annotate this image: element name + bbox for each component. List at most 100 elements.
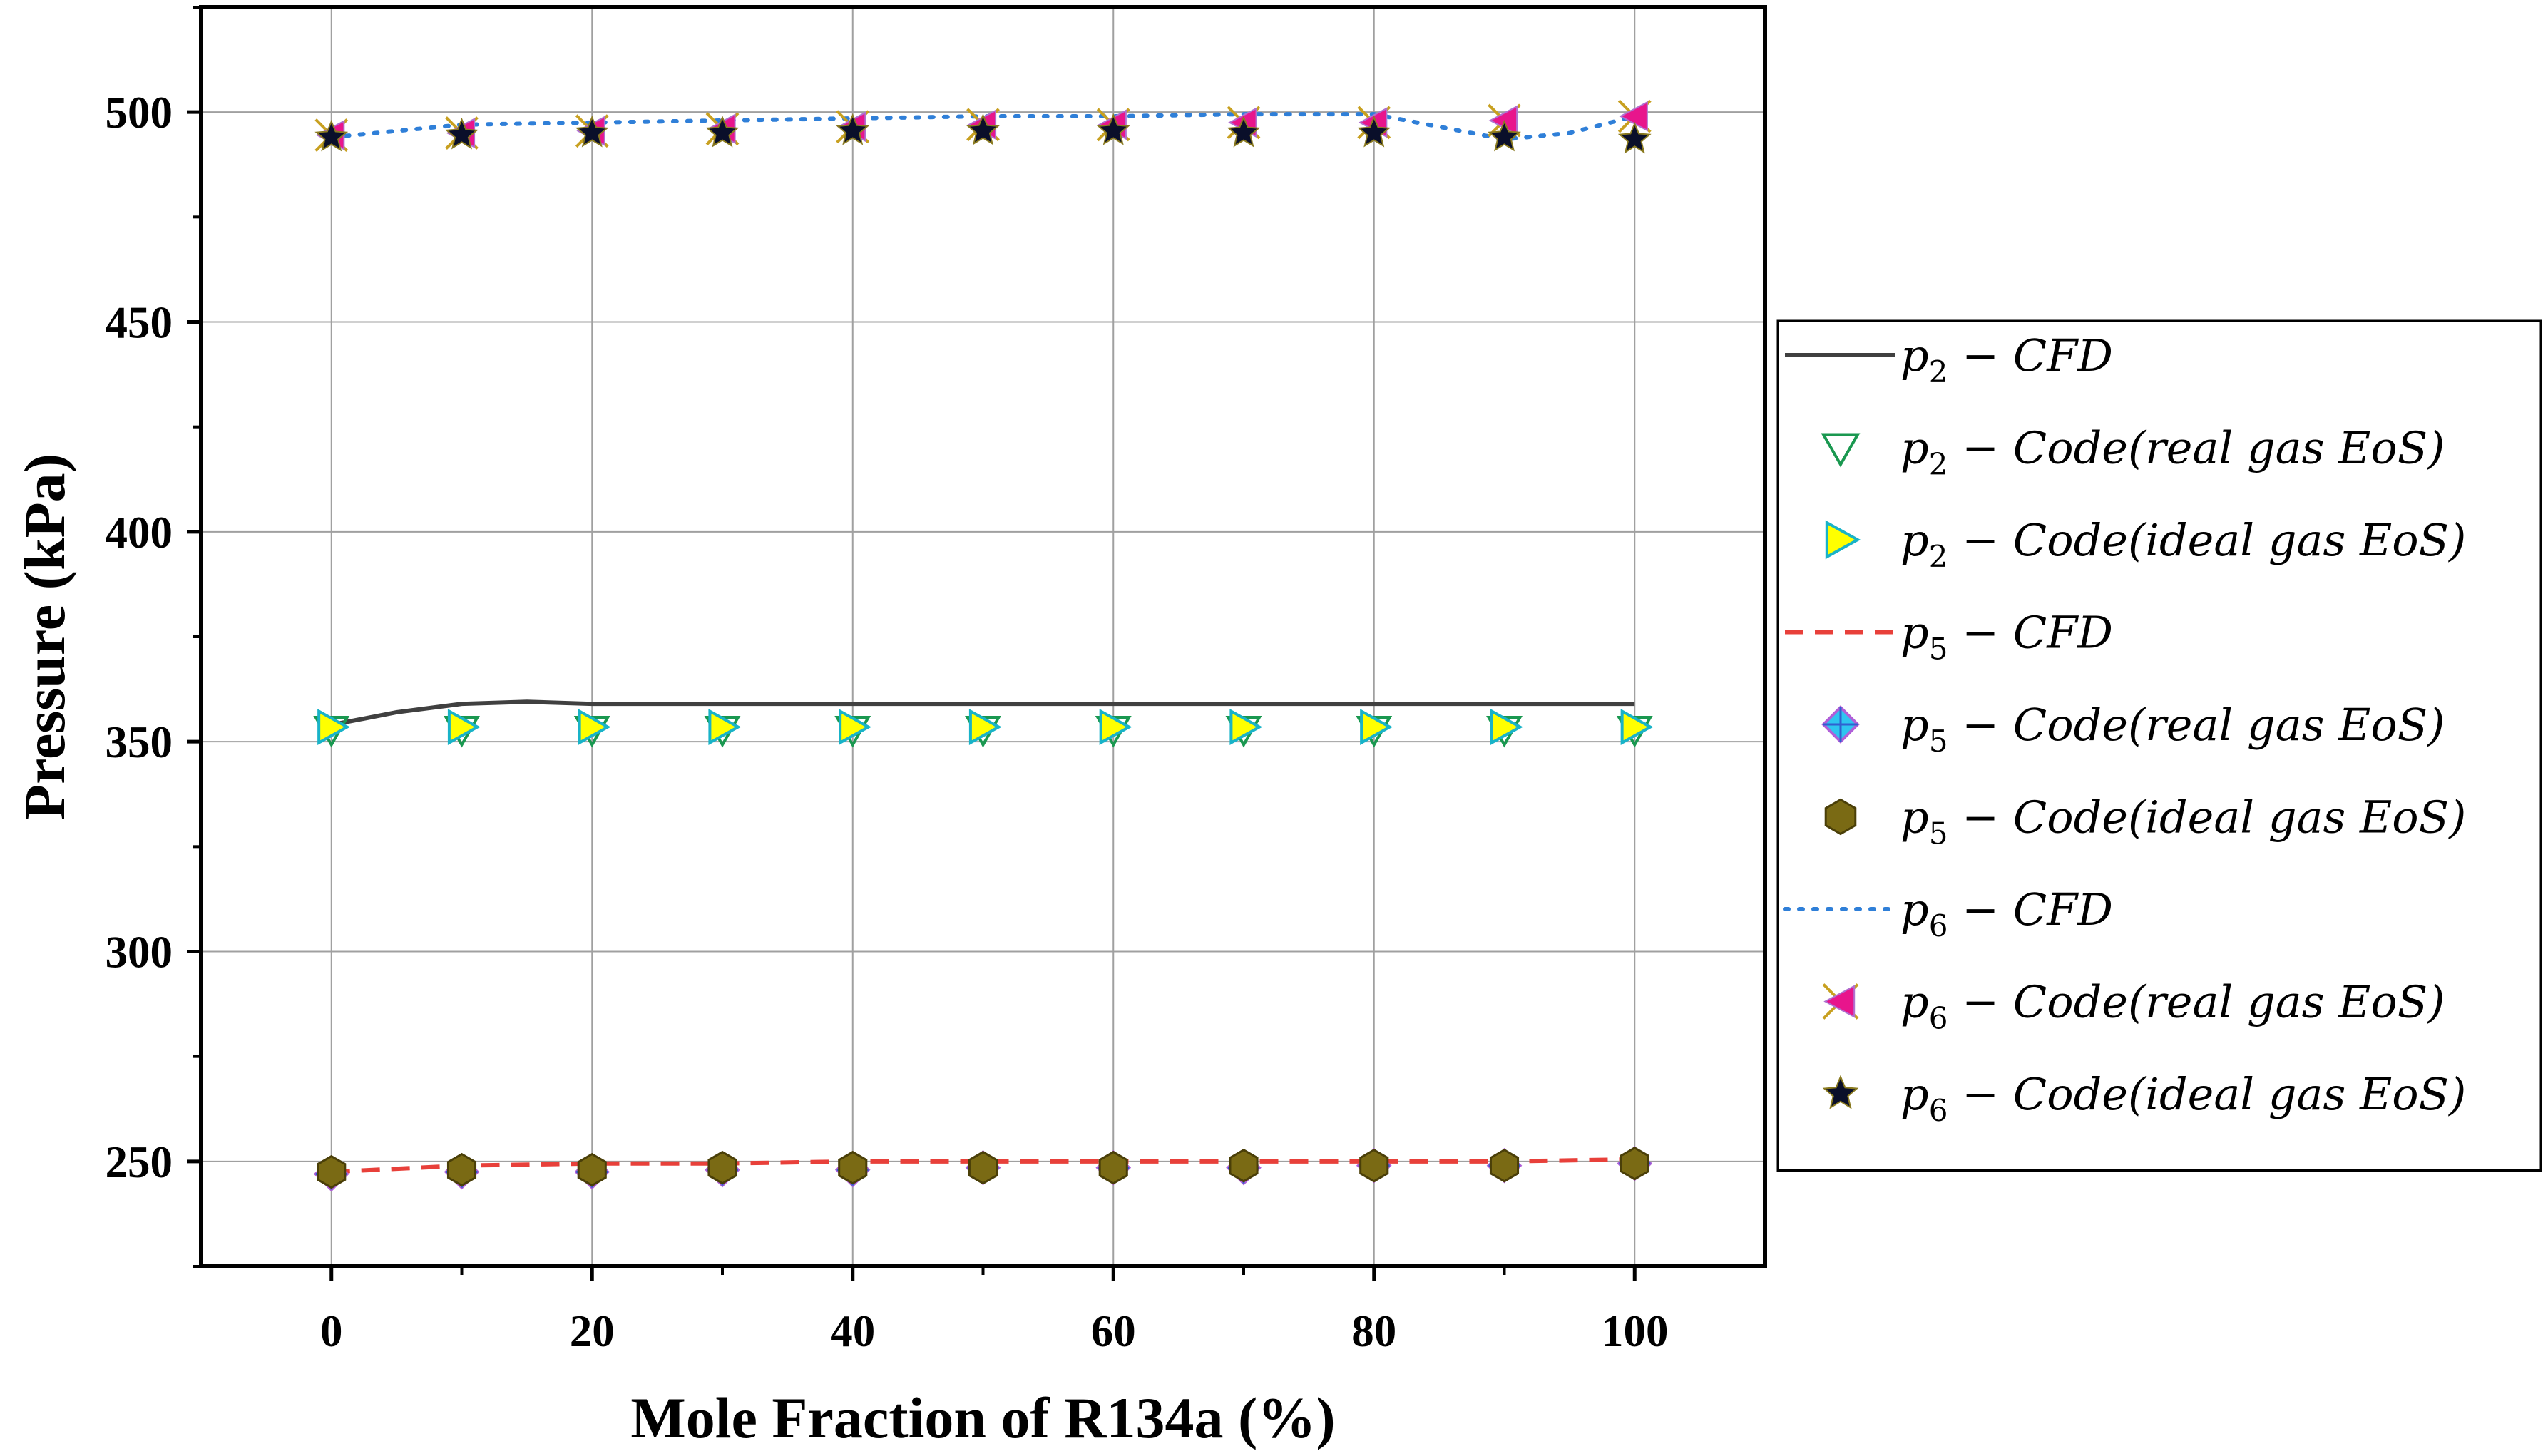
- legend-label: p5 − Code(real gas EoS): [1900, 699, 2445, 759]
- data-point: [1617, 121, 1652, 154]
- data-point: [1229, 1148, 1259, 1183]
- y-tick-label: 300: [106, 928, 173, 978]
- grid: [201, 7, 1765, 1266]
- legend-label-subscript: 5: [1929, 724, 1948, 759]
- legend-label-text: − Code(real gas EoS): [1948, 422, 2445, 474]
- y-axis-title: Pressure (kPa): [12, 453, 77, 820]
- data-point: [575, 115, 609, 148]
- data-point: [1620, 709, 1654, 745]
- axes: 0 20 40 60 80 100 250 300 350 400 450 500: [106, 6, 1669, 1356]
- legend-label: p2 − Code(ideal gas EoS): [1900, 514, 2466, 574]
- data-point: [707, 1150, 737, 1185]
- data-point: [1617, 99, 1652, 133]
- legend-label: p6 − Code(ideal gas EoS): [1900, 1068, 2466, 1128]
- legend-label-text: − Code(ideal gas EoS): [1948, 514, 2466, 566]
- legend-entry: p2 − CFD: [1785, 329, 2113, 389]
- legend-entry: p5 − CFD: [1785, 607, 2113, 667]
- legend-marker-swatch: [1825, 520, 1861, 560]
- legend-marker-swatch: [1824, 798, 1857, 836]
- data-point: [1488, 119, 1521, 152]
- legend-label-symbol: p: [1900, 1068, 1929, 1120]
- legend-label-text: − Code(ideal gas EoS): [1948, 791, 2466, 844]
- data-point: [314, 119, 349, 152]
- data-point: [577, 1152, 607, 1187]
- legend-label: p5 − Code(ideal gas EoS): [1900, 791, 2466, 851]
- legend-box: [1776, 319, 2542, 1172]
- x-axis-title: Mole Fraction of R134a (%): [630, 1385, 1335, 1450]
- data-point: [1360, 709, 1393, 745]
- x-tick-label: 40: [830, 1306, 875, 1356]
- legend-marker-swatch: [1821, 433, 1861, 468]
- series-5: [317, 1147, 1649, 1189]
- legend-label-subscript: 5: [1929, 816, 1948, 851]
- legend-label-symbol: p: [1900, 329, 1929, 381]
- x-tick-label: 0: [320, 1306, 343, 1356]
- data-point: [578, 709, 611, 745]
- legend-label-symbol: p: [1900, 699, 1929, 751]
- series-2: [317, 709, 1654, 745]
- data-point: [1359, 1148, 1389, 1183]
- legend-label: p2 − Code(real gas EoS): [1900, 422, 2445, 482]
- legend-label-symbol: p: [1900, 422, 1929, 474]
- data-point: [1099, 709, 1132, 745]
- legend-label: p2 − CFD: [1900, 329, 2113, 389]
- series-8: [314, 113, 1652, 154]
- legend-label-symbol: p: [1900, 607, 1929, 659]
- legend-label: p6 − Code(real gas EoS): [1900, 976, 2445, 1036]
- legend-label-text: − Code(ideal gas EoS): [1948, 1068, 2466, 1120]
- data-point: [705, 115, 740, 148]
- legend-label-subscript: 6: [1929, 908, 1948, 943]
- legend-label-text: − Code(real gas EoS): [1948, 699, 2445, 751]
- legend-label-symbol: p: [1900, 791, 1929, 844]
- legend-label-text: − Code(real gas EoS): [1948, 976, 2445, 1028]
- legend-label-symbol: p: [1900, 976, 1929, 1028]
- legend-entry: p6 − Code(real gas EoS): [1822, 976, 2445, 1036]
- data-point: [446, 1152, 477, 1187]
- data-point: [1490, 709, 1523, 745]
- series-0: [331, 699, 1635, 727]
- legend-label-symbol: p: [1900, 883, 1929, 935]
- data-point: [1620, 1147, 1649, 1181]
- legend-label: p6 − CFD: [1900, 883, 2113, 943]
- series-line: [331, 1157, 1635, 1174]
- x-tick-label: 80: [1351, 1306, 1396, 1356]
- data-point: [838, 1150, 868, 1185]
- y-tick-label: 250: [106, 1137, 173, 1187]
- data-point: [1098, 1150, 1128, 1185]
- legend-label-symbol: p: [1900, 514, 1929, 566]
- plot-series: [313, 99, 1654, 1192]
- legend-label-text: − CFD: [1948, 883, 2113, 935]
- y-tick-label: 400: [106, 508, 173, 558]
- legend-entry: p5 − Code(ideal gas EoS): [1824, 791, 2466, 851]
- series-6: [329, 112, 1637, 142]
- legend-marker-swatch: [1822, 1075, 1859, 1109]
- y-tick-label: 450: [106, 298, 173, 348]
- x-tick-label: 100: [1601, 1306, 1669, 1356]
- legend-label-subscript: 2: [1929, 354, 1948, 389]
- legend-entry: p6 − CFD: [1783, 883, 2113, 943]
- data-point: [317, 709, 350, 745]
- data-point-triangle: [1619, 101, 1648, 132]
- legend-label-text: − CFD: [1948, 329, 2113, 381]
- legend-label: p5 − CFD: [1900, 607, 2113, 667]
- data-point: [968, 709, 1002, 745]
- data-point: [836, 113, 870, 145]
- legend-entry: p2 − Code(ideal gas EoS): [1825, 514, 2466, 574]
- y-tick-label: 350: [106, 717, 173, 767]
- series-line: [331, 699, 1635, 727]
- data-point: [1229, 709, 1263, 745]
- series-3: [331, 1157, 1635, 1174]
- data-point: [1227, 115, 1261, 148]
- x-tick-label: 20: [570, 1306, 615, 1356]
- data-point: [1489, 1148, 1520, 1183]
- legend-entry: p2 − Code(real gas EoS): [1821, 422, 2445, 482]
- legend-label-subscript: 2: [1929, 447, 1948, 482]
- legend-label-subscript: 6: [1929, 1001, 1948, 1036]
- plot-frame: [199, 5, 1767, 1268]
- legend-marker-swatch: [1821, 705, 1860, 744]
- data-point: [447, 709, 481, 745]
- data-point: [966, 113, 1000, 145]
- legend-entry: p5 − Code(real gas EoS): [1821, 699, 2445, 759]
